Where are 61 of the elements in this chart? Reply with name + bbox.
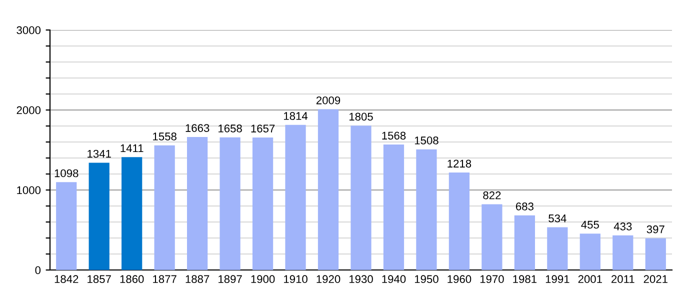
x-tick-label: 1970 xyxy=(480,275,504,284)
data-label: 1814 xyxy=(284,112,308,120)
x-tick-label: 1842 xyxy=(54,275,78,284)
bar xyxy=(514,215,535,270)
x-tick-label: 1887 xyxy=(186,275,210,284)
x-tick-label: 1900 xyxy=(251,275,275,284)
data-label: 1508 xyxy=(414,136,438,144)
x-tick-label: 1940 xyxy=(382,275,406,284)
x-tick-label: 2021 xyxy=(644,275,668,284)
bar xyxy=(318,109,339,270)
bar xyxy=(252,137,274,270)
data-label: 1805 xyxy=(349,112,373,121)
data-label: 1558 xyxy=(153,132,176,140)
y-tick-label: 2000 xyxy=(16,106,41,114)
bar xyxy=(154,145,175,270)
bar xyxy=(187,136,208,270)
bar xyxy=(383,144,404,270)
bar xyxy=(416,149,437,270)
data-label: 1663 xyxy=(186,124,210,132)
bar xyxy=(285,124,306,270)
bar xyxy=(220,137,240,270)
data-label: 1657 xyxy=(251,124,275,132)
data-label: 455 xyxy=(581,220,599,229)
bar xyxy=(122,157,142,270)
data-label: 1411 xyxy=(120,144,144,152)
data-label: 397 xyxy=(646,225,664,234)
bar xyxy=(88,162,110,270)
bar xyxy=(482,204,502,270)
y-tick-label: 3000 xyxy=(16,26,41,34)
x-tick-label: 1960 xyxy=(448,275,472,284)
bar xyxy=(580,234,600,270)
bar xyxy=(350,126,372,270)
x-tick-label: 1950 xyxy=(414,275,438,284)
bar xyxy=(547,227,568,270)
data-label: 1098 xyxy=(54,169,78,178)
bar xyxy=(645,238,666,270)
data-label: 1568 xyxy=(382,132,406,140)
bar xyxy=(448,172,470,270)
y-tick-label: 1000 xyxy=(17,186,41,194)
data-label: 433 xyxy=(614,222,632,230)
bar xyxy=(612,235,634,270)
data-label: 534 xyxy=(548,214,566,222)
x-tick-label: 2011 xyxy=(612,275,634,284)
x-tick-label: 1930 xyxy=(349,275,373,284)
x-tick-label: 1897 xyxy=(218,275,242,284)
data-label: 683 xyxy=(516,202,534,210)
x-tick-label: 2001 xyxy=(578,275,602,284)
x-tick-label: 1877 xyxy=(153,275,176,284)
data-label: 1218 xyxy=(448,160,472,168)
data-label: 2009 xyxy=(316,96,340,104)
y-tick-label: 0 xyxy=(35,266,41,274)
data-label: 1341 xyxy=(88,150,111,158)
x-tick-label: 1981 xyxy=(513,275,536,284)
x-tick-label: 1860 xyxy=(120,275,144,284)
x-tick-label: 1920 xyxy=(316,275,340,284)
x-tick-label: 1991 xyxy=(546,275,570,284)
x-tick-label: 1857 xyxy=(88,275,111,284)
bar xyxy=(56,182,77,270)
data-label: 1658 xyxy=(218,124,242,132)
data-label: 822 xyxy=(483,191,501,200)
x-tick-label: 1910 xyxy=(284,275,308,284)
